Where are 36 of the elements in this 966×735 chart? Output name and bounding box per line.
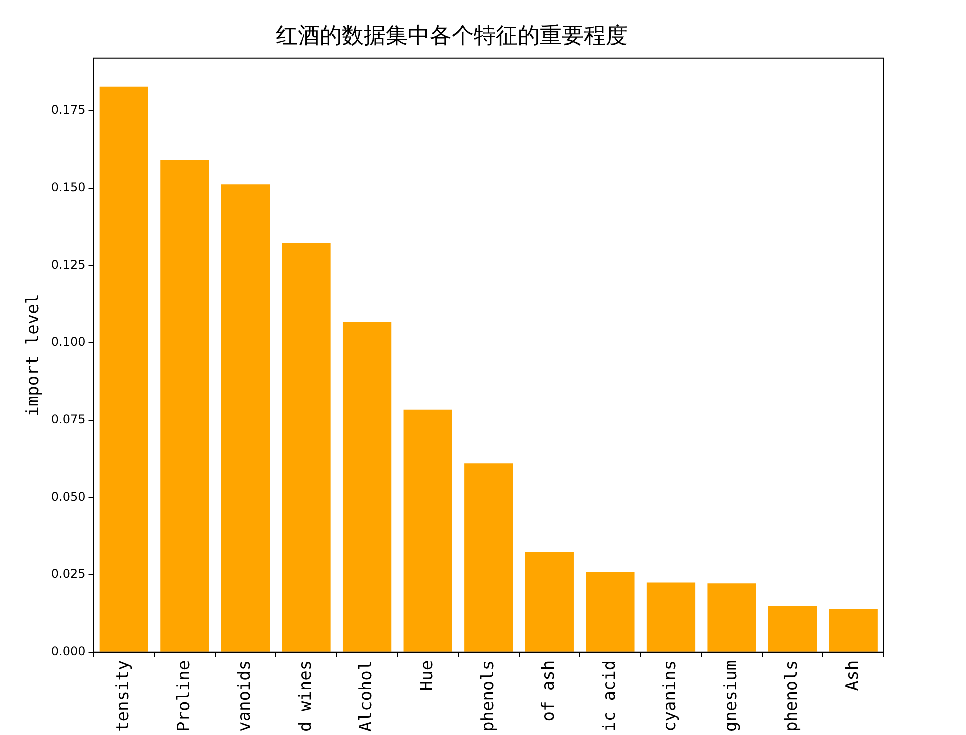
bar bbox=[829, 609, 878, 652]
bar bbox=[464, 464, 514, 652]
x-tick-label: d wines bbox=[296, 660, 316, 732]
bar bbox=[708, 584, 756, 652]
x-tick-label: of ash bbox=[539, 660, 560, 722]
bar bbox=[525, 552, 574, 652]
x-tick-label: tensity bbox=[114, 660, 134, 732]
bar bbox=[646, 582, 696, 652]
x-tick-label: cyanins bbox=[660, 660, 681, 732]
y-tick-label: 0.125 bbox=[51, 258, 86, 272]
x-tick-label: phenols bbox=[782, 660, 802, 732]
x-tick-label: ic acid bbox=[600, 660, 620, 732]
bar bbox=[586, 572, 635, 652]
x-tick-label: Alcohol bbox=[356, 660, 377, 732]
y-tick-label: 0.100 bbox=[51, 335, 86, 350]
chart-title: 红酒的数据集中各个特征的重要程度 bbox=[276, 24, 628, 49]
x-tick-label: Proline bbox=[174, 660, 194, 732]
y-tick-label: 0.050 bbox=[51, 490, 86, 504]
bar bbox=[160, 160, 210, 652]
x-tick-label: vanoids bbox=[235, 660, 256, 732]
y-tick-label: 0.150 bbox=[51, 180, 86, 194]
y-axis-title: import level bbox=[24, 294, 44, 417]
bar bbox=[768, 606, 818, 652]
x-tick-label: phenols bbox=[478, 660, 498, 732]
x-tick-label: gnesium bbox=[721, 660, 742, 732]
y-tick-label: 0.000 bbox=[51, 644, 86, 658]
bar bbox=[100, 86, 148, 652]
bar bbox=[282, 243, 331, 652]
bar bbox=[404, 410, 452, 652]
x-tick-label: Ash bbox=[843, 660, 864, 692]
y-tick-label: 0.075 bbox=[51, 412, 86, 426]
y-tick-label: 0.175 bbox=[51, 103, 86, 118]
x-tick-label: Hue bbox=[418, 660, 438, 692]
bar bbox=[221, 184, 270, 652]
y-tick-label: 0.025 bbox=[51, 567, 86, 582]
bar bbox=[342, 322, 392, 652]
